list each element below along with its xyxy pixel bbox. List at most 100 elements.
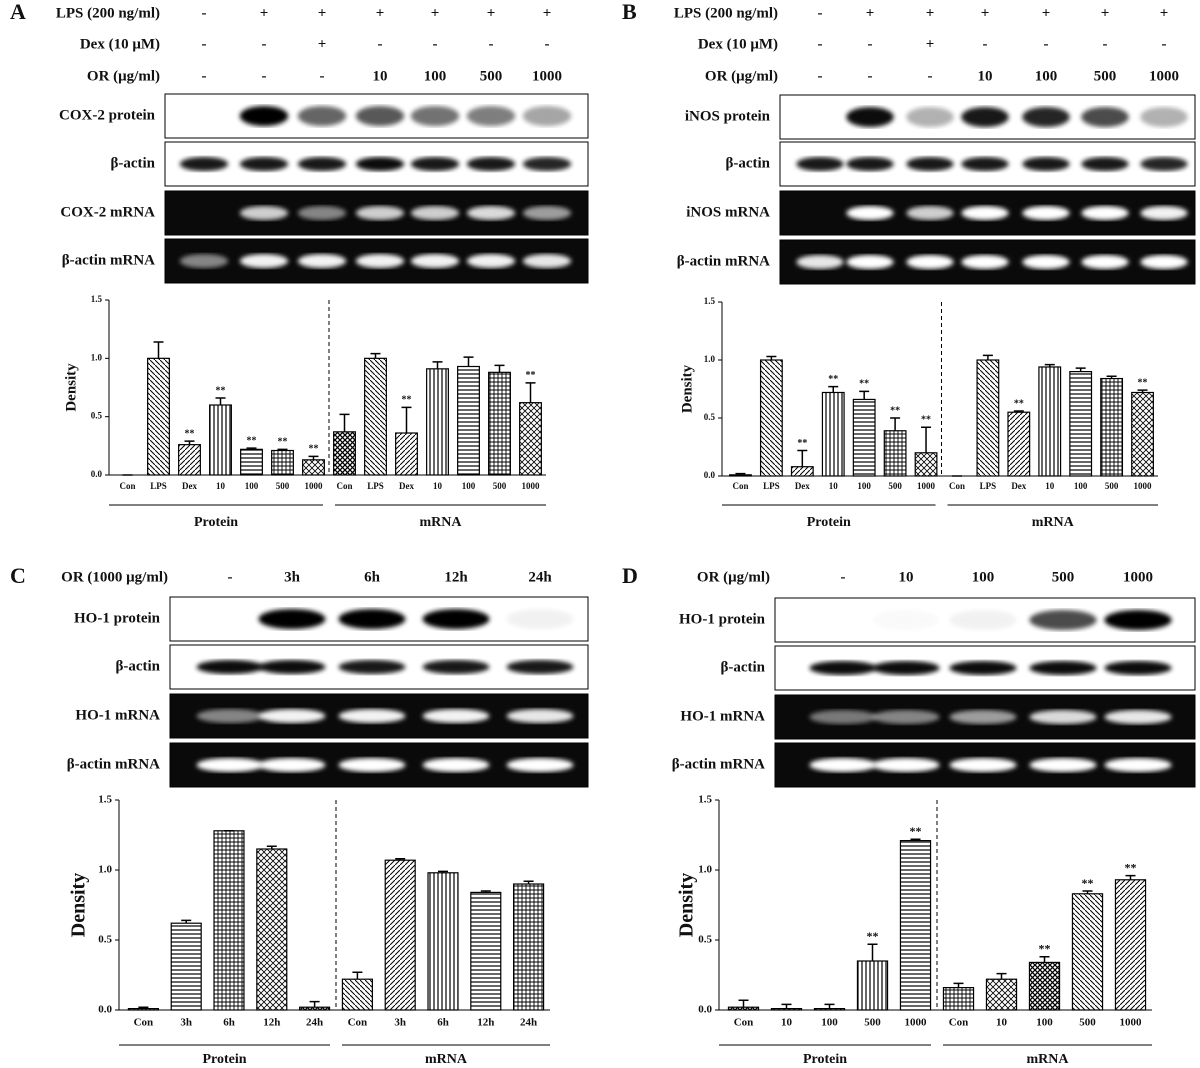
treatment-cell: +	[543, 5, 552, 21]
treatment-cell: -	[983, 36, 988, 52]
blot-label: iNOS mRNA	[686, 204, 770, 220]
blot-band	[961, 107, 1009, 127]
x-tick-label: 500	[276, 481, 290, 491]
error-bar	[246, 447, 257, 450]
error-bar	[910, 838, 921, 841]
y-tick-label: 0.5	[698, 934, 712, 946]
blot-band	[961, 255, 1009, 269]
blot-band	[1104, 610, 1172, 630]
blot-band	[1140, 157, 1188, 171]
x-tick-label: LPS	[763, 481, 780, 491]
error-bar	[153, 341, 164, 359]
blot-band	[410, 254, 460, 268]
error-bar	[138, 1006, 149, 1009]
blot-band	[239, 106, 289, 126]
blot-band	[796, 157, 844, 171]
treatment-label: OR (μg/ml)	[87, 68, 160, 84]
treatment-cell: -	[868, 36, 873, 52]
treatment-cell: +	[866, 5, 875, 21]
treatment-cell: -	[1044, 36, 1049, 52]
x-tick-label: 24h	[520, 1017, 537, 1029]
x-tick-label: Con	[732, 481, 748, 491]
bar	[341, 978, 373, 1011]
bar	[299, 1006, 331, 1011]
treatment-cell: 500	[1094, 68, 1117, 84]
treatment-cell: 1000	[1149, 68, 1179, 84]
blot-band	[846, 107, 894, 127]
y-tick-label: 1.5	[698, 794, 712, 806]
blot-band	[1022, 255, 1070, 269]
x-tick-label: 12h	[477, 1017, 494, 1029]
group-label: mRNA	[425, 1052, 468, 1067]
x-tick-label: Con	[336, 481, 352, 491]
y-tick-label: 0.0	[704, 470, 716, 480]
group-label: Protein	[202, 1052, 246, 1067]
x-tick-label: 6h	[437, 1017, 449, 1029]
blot-band	[1029, 710, 1097, 724]
blot-band	[258, 709, 326, 723]
treatment-cell: -	[202, 36, 207, 52]
x-tick-label: 500	[493, 481, 507, 491]
significance-mark: **	[828, 374, 838, 385]
blot-band	[338, 709, 406, 723]
blot-band	[506, 660, 574, 674]
treatment-cell: +	[1042, 5, 1051, 21]
blot-band	[338, 660, 406, 674]
error-bar	[463, 356, 474, 367]
bar	[1007, 411, 1031, 477]
error-bar	[215, 397, 226, 405]
blot-band	[1104, 661, 1172, 675]
error-bar	[797, 449, 808, 467]
x-tick-label: 100	[462, 481, 476, 491]
blot-band	[179, 157, 229, 171]
blot-band	[906, 206, 954, 220]
error-bar	[1039, 956, 1050, 963]
panel: B LPS (200 ng/ml) - + + + + + + Dex (10 μM) - - + - - -…	[622, 0, 1196, 530]
treatment-cell: +	[1101, 5, 1110, 21]
significance-mark: **	[278, 437, 288, 448]
bar	[427, 872, 459, 1011]
y-axis-label: Density	[679, 364, 695, 413]
y-tick-label: 1.5	[704, 296, 716, 306]
significance-mark: **	[1138, 377, 1148, 388]
error-bar	[1106, 375, 1117, 379]
treatment-label: OR (μg/ml)	[705, 68, 778, 84]
error-bar	[525, 382, 536, 403]
error-bar	[432, 361, 443, 369]
bar	[1131, 391, 1154, 477]
y-tick-label: 1.5	[98, 794, 112, 806]
error-bar	[438, 870, 448, 873]
bar	[395, 432, 418, 476]
significance-mark: **	[867, 929, 879, 943]
group-label: Protein	[807, 515, 851, 530]
bar	[170, 922, 202, 1011]
treatment-cell: -	[928, 68, 933, 84]
x-tick-label: Con	[949, 481, 965, 491]
error-bar	[266, 845, 277, 849]
blot-label: iNOS protein	[685, 108, 771, 124]
blot-band	[196, 709, 264, 723]
blot-label: β-actin	[720, 659, 765, 675]
blot-band	[522, 254, 572, 268]
blot-band	[1140, 206, 1188, 220]
x-tick-label: Con	[119, 481, 135, 491]
blot-band	[466, 254, 516, 268]
treatment-cell: -	[228, 569, 233, 585]
bar	[271, 449, 294, 476]
x-tick-label: Con	[134, 1017, 154, 1029]
treatment-cell: +	[1160, 5, 1169, 21]
x-tick-label: 1000	[1134, 481, 1153, 491]
blot-band	[961, 206, 1009, 220]
bar	[302, 459, 325, 476]
error-bar	[480, 890, 491, 893]
x-tick-label: 10	[216, 481, 226, 491]
x-tick-label: 10	[1045, 481, 1055, 491]
bar	[813, 1007, 846, 1011]
error-bar	[859, 390, 870, 400]
blot-label: β-actin	[725, 155, 770, 171]
x-tick-label: 6h	[223, 1017, 235, 1029]
x-tick-label: 10	[996, 1017, 1008, 1029]
treatment-cell: +	[318, 36, 327, 52]
error-bar	[523, 880, 534, 884]
treatment-cell: +	[431, 5, 440, 21]
